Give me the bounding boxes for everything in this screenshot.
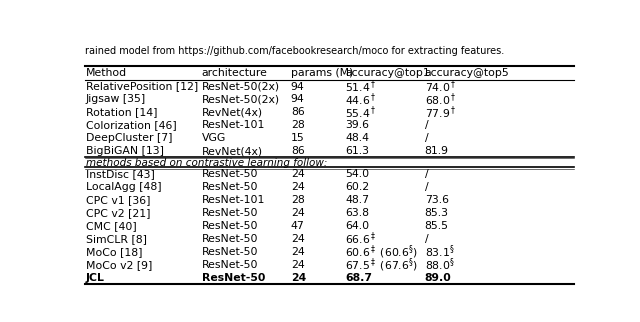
Text: 24: 24 xyxy=(291,208,305,218)
Text: 15: 15 xyxy=(291,133,305,143)
Text: /: / xyxy=(425,133,428,143)
Text: 55.4$^\dagger$: 55.4$^\dagger$ xyxy=(346,104,377,121)
Text: ResNet-50(2x): ResNet-50(2x) xyxy=(202,81,280,91)
Text: 85.3: 85.3 xyxy=(425,208,449,218)
Text: 54.0: 54.0 xyxy=(346,169,369,179)
Text: MoCo [18]: MoCo [18] xyxy=(86,247,143,257)
Text: ResNet-50: ResNet-50 xyxy=(202,182,258,192)
Text: 83.1$^\S$: 83.1$^\S$ xyxy=(425,243,454,260)
Text: BigBiGAN [13]: BigBiGAN [13] xyxy=(86,146,164,156)
Text: 61.3: 61.3 xyxy=(346,146,369,156)
Text: 77.9$^\dagger$: 77.9$^\dagger$ xyxy=(425,104,456,121)
Text: MoCo v2 [9]: MoCo v2 [9] xyxy=(86,260,152,270)
Text: ResNet-50: ResNet-50 xyxy=(202,221,258,231)
Text: 60.2: 60.2 xyxy=(346,182,369,192)
Text: 88.0$^\S$: 88.0$^\S$ xyxy=(425,256,454,273)
Text: 24: 24 xyxy=(291,169,305,179)
Text: 67.5$^\ddagger$ (67.6$^\S$): 67.5$^\ddagger$ (67.6$^\S$) xyxy=(346,256,418,273)
Text: RevNet(4x): RevNet(4x) xyxy=(202,146,262,156)
Text: CPC v1 [36]: CPC v1 [36] xyxy=(86,195,150,205)
Text: InstDisc [43]: InstDisc [43] xyxy=(86,169,155,179)
Text: 51.4$^\dagger$: 51.4$^\dagger$ xyxy=(346,78,377,95)
Text: rained model from https://github.com/facebookresearch/moco for extracting featur: rained model from https://github.com/fac… xyxy=(85,46,504,56)
Text: /: / xyxy=(425,169,428,179)
Text: LocalAgg [48]: LocalAgg [48] xyxy=(86,182,161,192)
Text: 81.9: 81.9 xyxy=(425,146,449,156)
Text: 73.6: 73.6 xyxy=(425,195,449,205)
Text: 28: 28 xyxy=(291,195,305,205)
Text: ResNet-50: ResNet-50 xyxy=(202,260,258,270)
Text: 24: 24 xyxy=(291,260,305,270)
Text: RevNet(4x): RevNet(4x) xyxy=(202,108,262,118)
Text: SimCLR [8]: SimCLR [8] xyxy=(86,234,147,244)
Text: 89.0: 89.0 xyxy=(425,273,451,283)
Text: RelativePosition [12]: RelativePosition [12] xyxy=(86,81,198,91)
Text: 28: 28 xyxy=(291,120,305,130)
Text: 48.7: 48.7 xyxy=(346,195,369,205)
Text: params (M): params (M) xyxy=(291,68,353,78)
Text: accuracy@top5: accuracy@top5 xyxy=(425,68,509,78)
Text: 94: 94 xyxy=(291,94,305,104)
Text: ResNet-50: ResNet-50 xyxy=(202,169,258,179)
Text: 85.5: 85.5 xyxy=(425,221,449,231)
Text: 68.0$^\dagger$: 68.0$^\dagger$ xyxy=(425,91,456,108)
Text: VGG: VGG xyxy=(202,133,226,143)
Text: ResNet-50: ResNet-50 xyxy=(202,247,258,257)
Text: ResNet-50: ResNet-50 xyxy=(202,208,258,218)
Text: ResNet-50: ResNet-50 xyxy=(202,273,265,283)
Text: 39.6: 39.6 xyxy=(346,120,369,130)
Text: 24: 24 xyxy=(291,247,305,257)
Text: CMC [40]: CMC [40] xyxy=(86,221,137,231)
Text: /: / xyxy=(425,120,428,130)
Text: Jigsaw [35]: Jigsaw [35] xyxy=(86,94,146,104)
Text: Rotation [14]: Rotation [14] xyxy=(86,108,157,118)
Text: 24: 24 xyxy=(291,234,305,244)
Text: 74.0$^\dagger$: 74.0$^\dagger$ xyxy=(425,78,456,95)
Text: Method: Method xyxy=(86,68,127,78)
Text: 94: 94 xyxy=(291,81,305,91)
Text: 60.6$^\ddagger$ (60.6$^\S$): 60.6$^\ddagger$ (60.6$^\S$) xyxy=(346,243,418,260)
Text: architecture: architecture xyxy=(202,68,268,78)
Text: /: / xyxy=(425,234,428,244)
Text: 47: 47 xyxy=(291,221,305,231)
Text: /: / xyxy=(425,182,428,192)
Text: 24: 24 xyxy=(291,273,306,283)
Text: CPC v2 [21]: CPC v2 [21] xyxy=(86,208,150,218)
Text: ResNet-101: ResNet-101 xyxy=(202,120,265,130)
Text: ResNet-50(2x): ResNet-50(2x) xyxy=(202,94,280,104)
Text: DeepCluster [7]: DeepCluster [7] xyxy=(86,133,172,143)
Text: 86: 86 xyxy=(291,108,305,118)
Text: 48.4: 48.4 xyxy=(346,133,369,143)
Text: accuracy@top1: accuracy@top1 xyxy=(346,68,430,78)
Text: methods based on contrastive learning follow:: methods based on contrastive learning fo… xyxy=(86,158,327,168)
Text: Colorization [46]: Colorization [46] xyxy=(86,120,177,130)
Text: 68.7: 68.7 xyxy=(346,273,372,283)
Text: ResNet-50: ResNet-50 xyxy=(202,234,258,244)
Text: 86: 86 xyxy=(291,146,305,156)
Text: JCL: JCL xyxy=(86,273,105,283)
Text: 44.6$^\dagger$: 44.6$^\dagger$ xyxy=(346,91,377,108)
Text: 66.6$^\ddagger$: 66.6$^\ddagger$ xyxy=(346,231,377,247)
Text: ResNet-101: ResNet-101 xyxy=(202,195,265,205)
Text: 63.8: 63.8 xyxy=(346,208,369,218)
Text: 64.0: 64.0 xyxy=(346,221,369,231)
Text: 24: 24 xyxy=(291,182,305,192)
